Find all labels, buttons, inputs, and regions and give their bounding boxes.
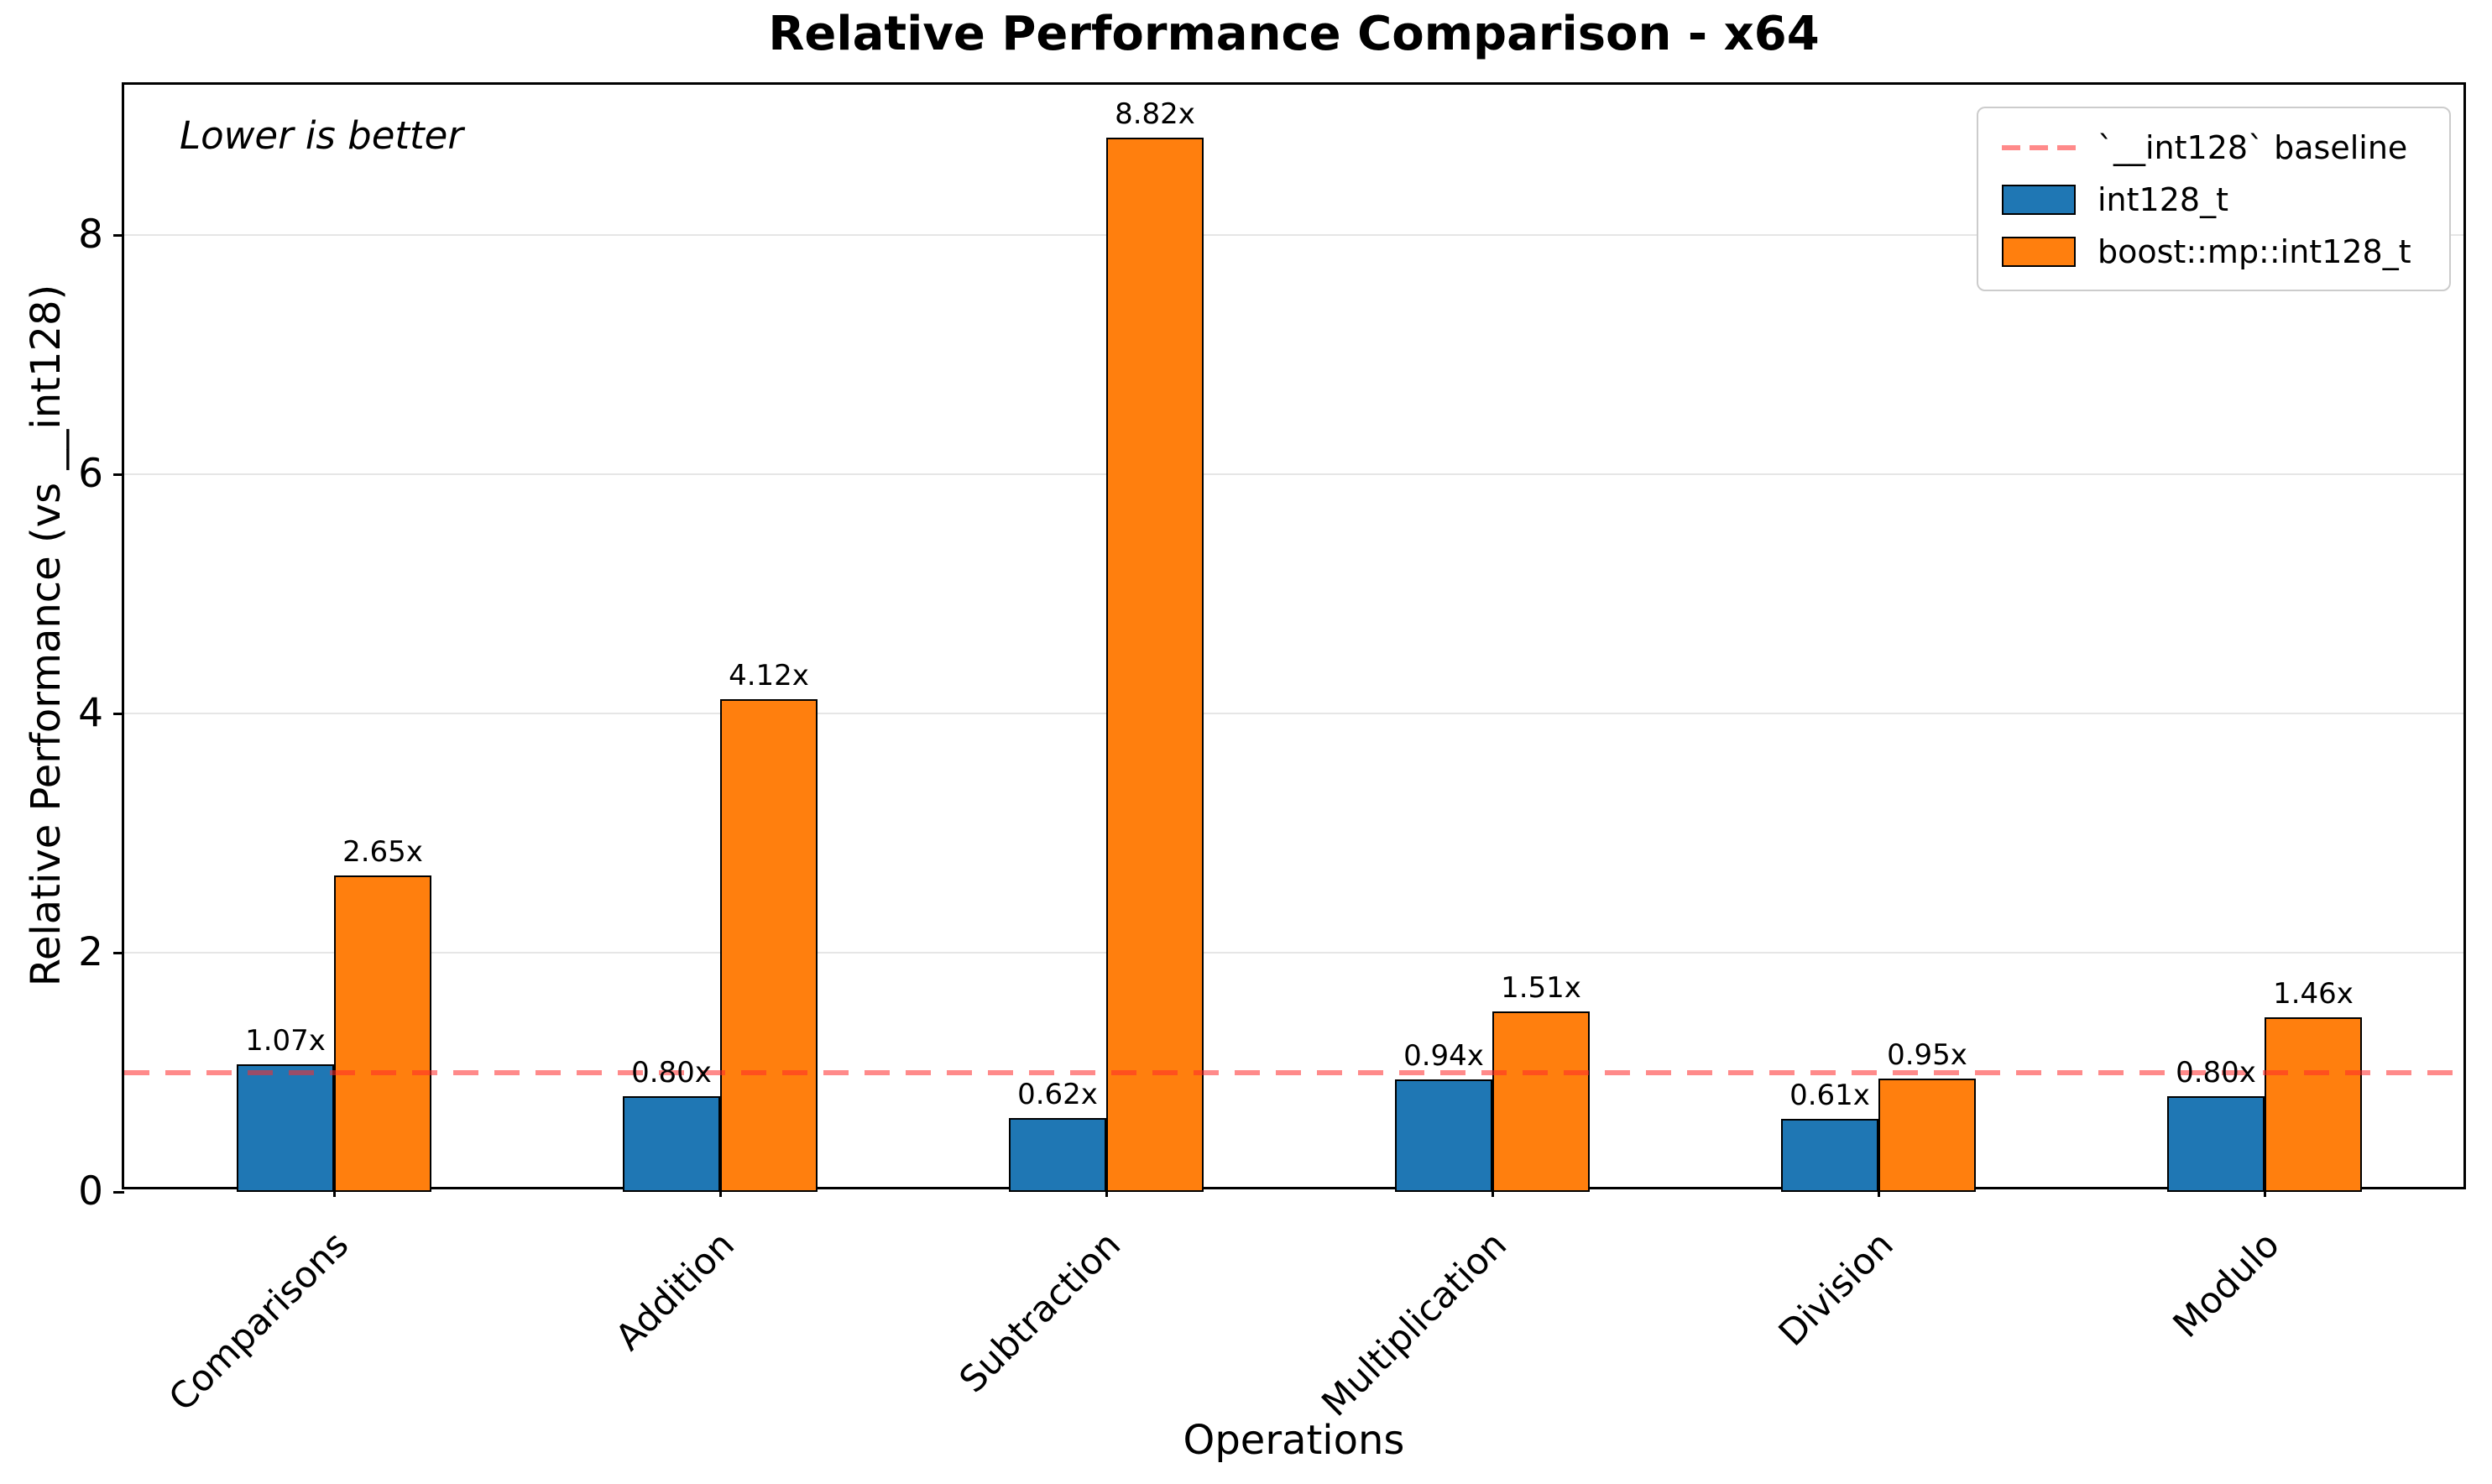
gridline-y4 xyxy=(124,713,2463,715)
gridline-y6 xyxy=(124,473,2463,476)
legend: `__int128` baseline int128_t boost::mp::… xyxy=(1977,107,2451,291)
bar-value-label: 0.80x xyxy=(631,1056,712,1090)
x-tick-mark xyxy=(1491,1187,1494,1197)
x-axis-label: Operations xyxy=(1183,1417,1405,1464)
boost-int128-t-swatch xyxy=(2002,237,2076,267)
bar-value-label: 1.07x xyxy=(245,1023,326,1058)
bar-int128-t-addition xyxy=(623,1096,720,1192)
legend-row-baseline: `__int128` baseline xyxy=(2002,122,2429,174)
bar-boost-mp-int128-t-comparisons xyxy=(334,875,431,1192)
baseline-dashed-line xyxy=(124,1069,2463,1075)
y-axis-label-text: Relative Performance (vs __int128) xyxy=(23,284,70,987)
x-tick-label-text: Subtraction xyxy=(952,1224,1130,1402)
bar-boost-mp-int128-t-subtraction xyxy=(1106,137,1204,1192)
bar-value-label: 0.80x xyxy=(2176,1056,2256,1090)
y-tick-label: 0 xyxy=(78,1168,103,1215)
legend-row-int128-t: int128_t xyxy=(2002,174,2429,226)
bar-value-label: 2.65x xyxy=(342,834,423,869)
legend-label-boost-int128-t: boost::mp::int128_t xyxy=(2098,233,2411,270)
bar-value-label: 1.46x xyxy=(2273,977,2354,1011)
x-tick-label-text: Multiplication xyxy=(1314,1224,1516,1425)
y-tick-mark xyxy=(113,233,124,237)
bar-int128-t-multiplication xyxy=(1395,1079,1492,1192)
x-tick-mark xyxy=(718,1187,722,1197)
bar-int128-t-subtraction xyxy=(1009,1117,1106,1192)
x-tick-mark xyxy=(332,1187,336,1197)
chart-title: Relative Performance Comparison - x64 xyxy=(768,7,1820,61)
y-tick-mark xyxy=(113,1190,124,1194)
plot-area: Lower is better `__int128` baseline int1… xyxy=(78,82,2466,1424)
bar-value-label: 0.94x xyxy=(1403,1039,1484,1074)
bar-value-label: 0.62x xyxy=(1017,1077,1098,1111)
y-tick-mark xyxy=(113,951,124,954)
baseline-dash-sample xyxy=(2002,145,2076,150)
bar-boost-mp-int128-t-modulo xyxy=(2265,1017,2362,1192)
bar-boost-mp-int128-t-addition xyxy=(720,699,818,1192)
int128-t-swatch xyxy=(2002,185,2076,215)
x-tick-mark xyxy=(1877,1187,1880,1197)
bar-int128-t-modulo xyxy=(2167,1096,2265,1192)
y-tick-label: 8 xyxy=(78,212,103,259)
bar-value-label: 0.61x xyxy=(1789,1079,1870,1113)
bar-int128-t-division xyxy=(1781,1119,1878,1192)
legend-row-boost-int128-t: boost::mp::int128_t xyxy=(2002,226,2429,278)
y-tick-label: 6 xyxy=(78,451,103,498)
x-tick-label-text: Comparisons xyxy=(161,1224,358,1420)
bar-value-label: 1.51x xyxy=(1501,970,1581,1005)
y-tick-mark xyxy=(113,712,124,715)
y-tick-label: 4 xyxy=(78,690,103,737)
y-tick-mark xyxy=(113,473,124,476)
y-tick-label: 2 xyxy=(78,929,103,976)
bar-boost-mp-int128-t-multiplication xyxy=(1492,1011,1590,1192)
bar-int128-t-comparisons xyxy=(237,1063,334,1192)
legend-label-int128-t: int128_t xyxy=(2098,181,2228,218)
lower-is-better-note: Lower is better xyxy=(180,113,463,158)
legend-label-baseline: `__int128` baseline xyxy=(2098,129,2408,166)
bar-boost-mp-int128-t-division xyxy=(1878,1078,1976,1192)
x-tick-label-text: Division xyxy=(1770,1224,1902,1355)
x-tick-mark xyxy=(2263,1187,2266,1197)
x-tick-mark xyxy=(1105,1187,1108,1197)
bar-value-label: 0.95x xyxy=(1887,1037,1967,1072)
x-tick-label-text: Modulo xyxy=(2165,1224,2288,1346)
gridline-y2 xyxy=(124,952,2463,954)
gridline-y8 xyxy=(124,234,2463,237)
bar-value-label: 8.82x xyxy=(1115,97,1195,131)
x-tick-label-text: Addition xyxy=(608,1224,744,1359)
bar-value-label: 4.12x xyxy=(729,659,809,693)
